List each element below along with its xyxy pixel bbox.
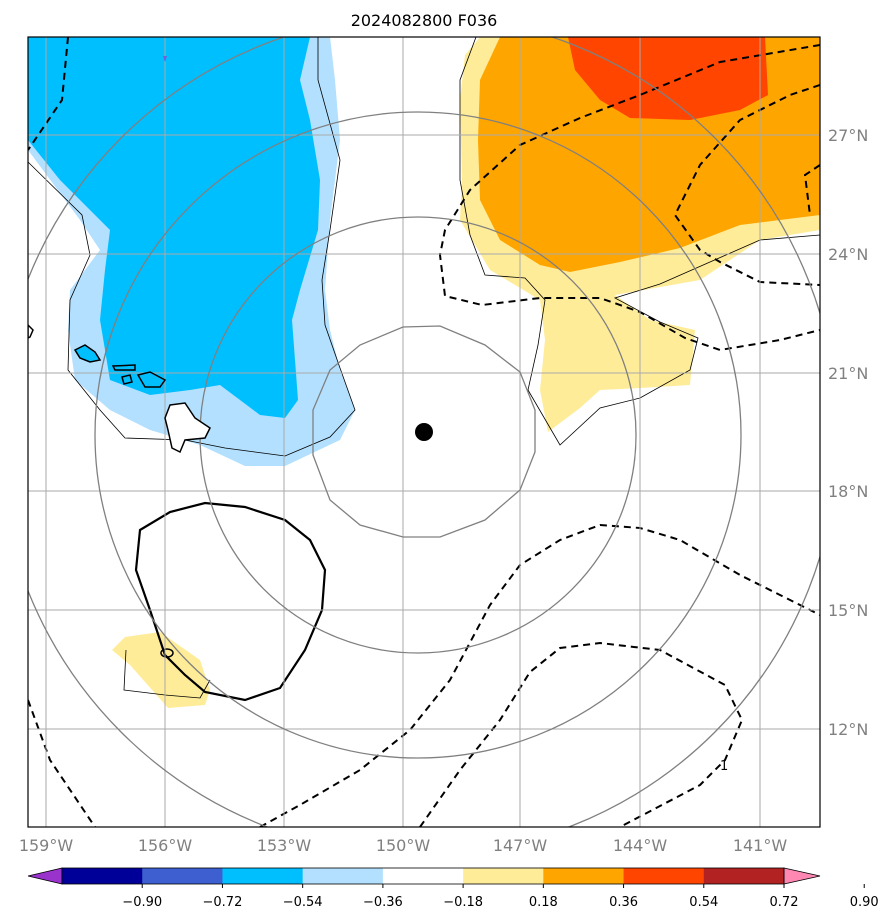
- colorbar-tick-label: 0.36: [609, 895, 638, 910]
- map-plot-area: 1: [28, 37, 820, 827]
- colorbar-tick-label: 0.90: [850, 895, 879, 910]
- lat-label: 27°N: [828, 126, 868, 145]
- gridlines: [28, 37, 820, 827]
- lon-label: 159°W: [19, 836, 74, 855]
- colorbar-tick-label: 0.72: [770, 895, 799, 910]
- solid-contour: [134, 501, 327, 702]
- storm-center-dot: [415, 423, 433, 441]
- lat-label: 24°N: [828, 245, 868, 264]
- figure-title: 2024082800 F036: [351, 11, 498, 30]
- colorbar-tick-label: −0.18: [443, 895, 483, 910]
- colorbar-swatch: [382, 868, 464, 884]
- colorbar: −0.90 −0.72 −0.54 −0.36 −0.18 0.18 0.36 0.54 0.7…: [27, 867, 879, 910]
- colorbar-extend-low: [27, 867, 63, 885]
- colorbar-tick-label: −0.54: [283, 895, 323, 910]
- lon-label: 147°W: [493, 836, 548, 855]
- hawaiian-islands: [28, 323, 211, 454]
- neg-strong-region: [28, 37, 320, 418]
- colorbar-swatch: [463, 868, 544, 884]
- pos-weak-region-south: [112, 632, 210, 708]
- colorbar-swatch: [623, 868, 705, 884]
- range-rings: [28, 37, 820, 827]
- colorbar-tick-label: 0.54: [689, 895, 718, 910]
- contour-label: 1: [720, 759, 728, 774]
- map-frame: [27, 36, 821, 828]
- colorbar-tick-label: −0.72: [203, 895, 243, 910]
- lat-label: 21°N: [828, 364, 868, 383]
- colorbar-outline: [61, 867, 785, 885]
- colorbar-swatch: [703, 868, 785, 884]
- colorbar-tick-label: −0.90: [122, 895, 162, 910]
- pos-strong-region: [568, 37, 768, 120]
- colorbar-swatch: [62, 868, 143, 884]
- lat-label: 15°N: [828, 601, 868, 620]
- latitude-axis: 27°N 24°N 21°N 18°N 15°N 12°N: [828, 126, 868, 739]
- small-marker: [163, 56, 167, 62]
- colorbar-tick-label: 0.18: [529, 895, 558, 910]
- colorbar-swatch: [302, 868, 384, 884]
- lon-label: 153°W: [257, 836, 312, 855]
- dashed-contours: [28, 37, 820, 827]
- lon-label: 150°W: [376, 836, 431, 855]
- colorbar-swatch: [222, 868, 304, 884]
- lon-label: 144°W: [613, 836, 668, 855]
- lon-label: 141°W: [733, 836, 788, 855]
- small-contour-loop: [160, 648, 174, 658]
- colorbar-swatch: [142, 868, 223, 884]
- colorbar-tick-label: −0.36: [363, 895, 403, 910]
- lon-label: 156°W: [138, 836, 193, 855]
- longitude-axis: 159°W 156°W 153°W 150°W 147°W 144°W 141°…: [19, 836, 788, 855]
- colorbar-swatch: [543, 868, 625, 884]
- colorbar-extend-high: [783, 867, 821, 885]
- lat-label: 18°N: [828, 482, 868, 501]
- lat-label: 12°N: [828, 720, 868, 739]
